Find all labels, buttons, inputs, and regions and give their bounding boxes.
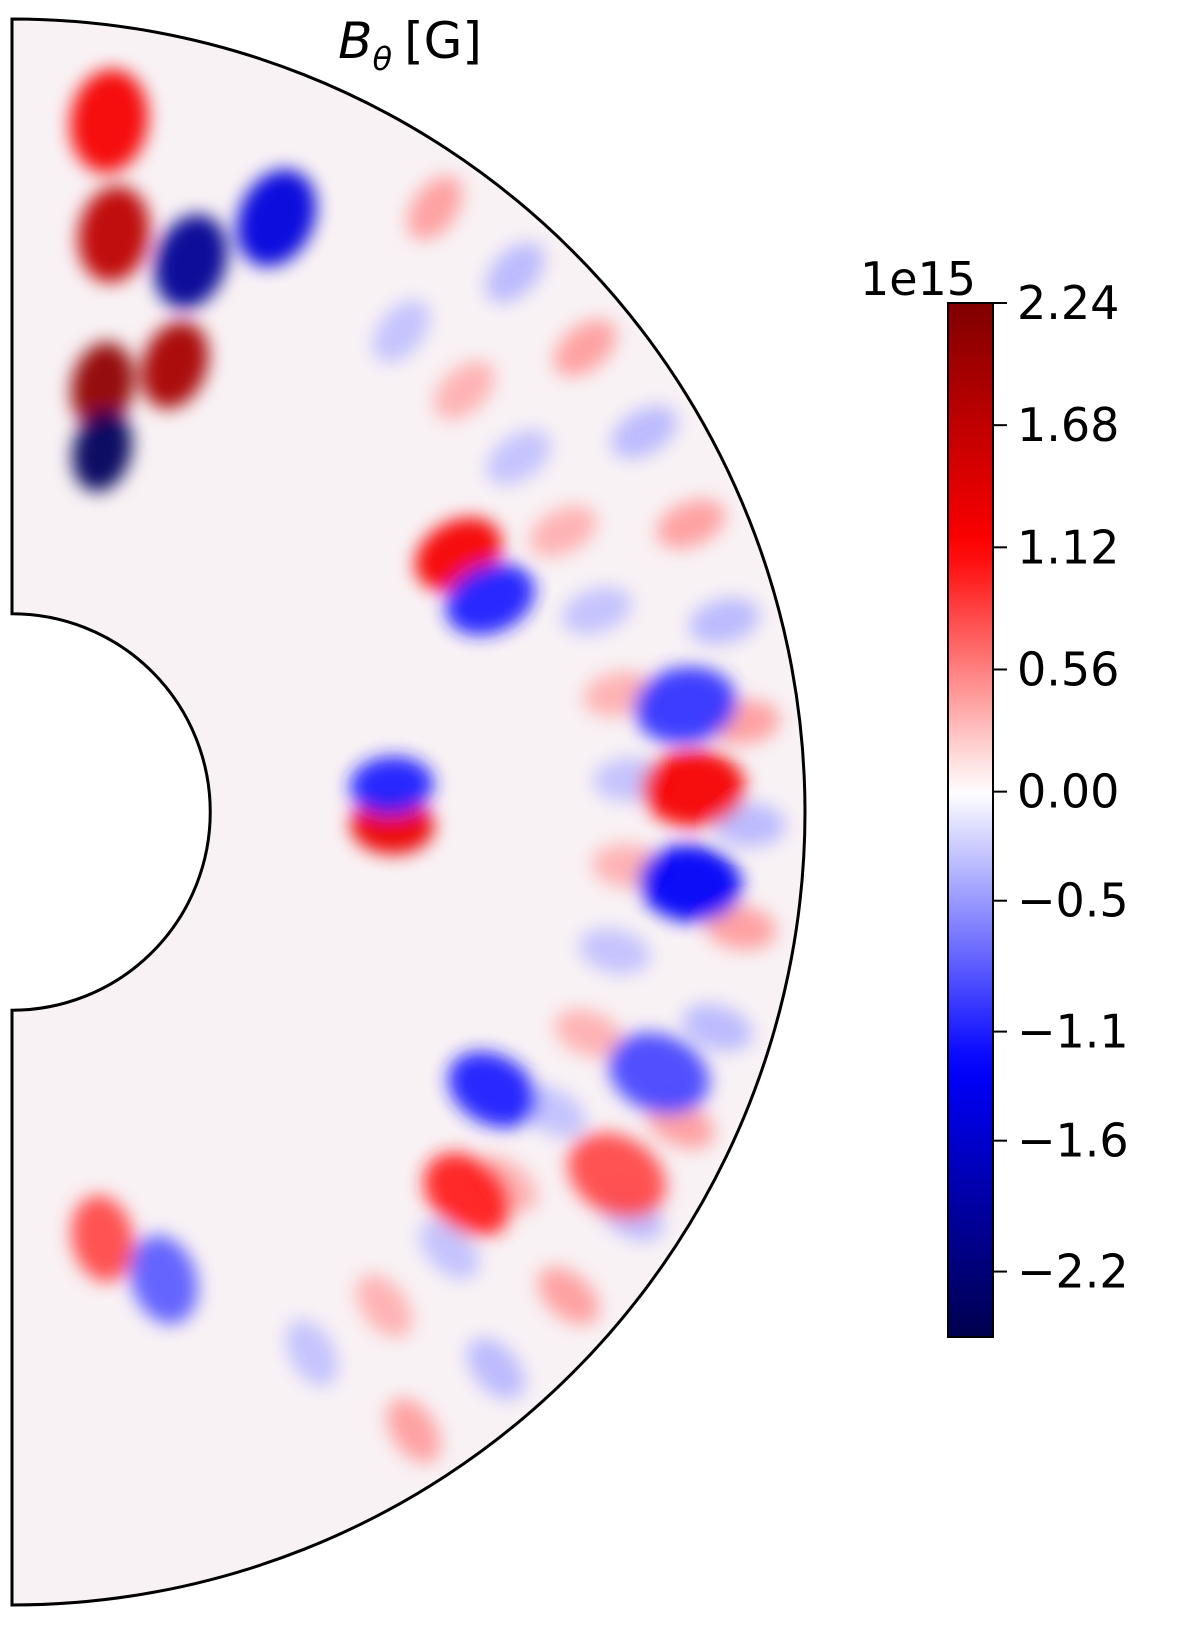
field-ripple [486, 429, 551, 485]
negative-field-blob [154, 214, 228, 309]
negative-field-blob [448, 1051, 538, 1128]
plot-area [10, 17, 807, 1607]
colorbar-tick-label: 2.24 [1017, 276, 1119, 330]
field-ripple [554, 1009, 624, 1058]
field-features [70, 69, 786, 1463]
field-ripple [529, 505, 597, 557]
colorbar-tick-label: 0.00 [1017, 765, 1119, 819]
field-ripple [356, 1274, 413, 1338]
colorbar-tick-label: −2.2 [1017, 1245, 1129, 1299]
colorbar-tick-label: 1.68 [1017, 398, 1119, 452]
colorbar: 1e15 2.24 1.68 1.12 0.56 0.00 −0.5 −1.1 −1.6 −2.… [860, 252, 1129, 1338]
field-ripple [386, 1398, 441, 1463]
positive-field-blob [140, 321, 209, 409]
field-ripple [579, 928, 651, 975]
negative-field-blob [638, 844, 742, 922]
field-ripple [466, 1337, 525, 1400]
negative-field-blob [349, 756, 434, 815]
field-ripple [713, 802, 786, 847]
positive-field-blob [642, 749, 746, 827]
colorbar-tick-label: 1.12 [1017, 520, 1119, 574]
field-ripple [285, 1319, 338, 1387]
colorbar-tick-label: −1.6 [1017, 1114, 1129, 1168]
positive-field-blob [71, 1195, 135, 1282]
field-ripple [419, 1219, 480, 1280]
positive-field-blob [70, 69, 149, 173]
colorbar-ticks: 2.24 1.68 1.12 0.56 0.00 −0.5 −1.1 −1.6 −2.2 [993, 276, 1129, 1299]
colorbar-multiplier: 1e15 [860, 252, 976, 306]
field-ripple [485, 242, 545, 303]
positive-field-blob [567, 1132, 667, 1219]
field-ripple [434, 360, 495, 420]
field-ripple [407, 175, 463, 240]
negative-field-blob [445, 563, 535, 636]
positive-field-blob [423, 1152, 512, 1236]
chart-title: Bθ [G] [338, 12, 482, 78]
field-ripple [611, 405, 678, 459]
field-ripple [656, 499, 726, 549]
field-ripple [704, 904, 777, 950]
field-ripple [553, 319, 617, 377]
field-ripple [537, 1266, 600, 1325]
positive-field-blob [71, 342, 135, 429]
colorbar-tick-label: −0.5 [1017, 874, 1129, 928]
annulus-outline [10, 17, 807, 1607]
field-ripple [372, 300, 430, 363]
field-ripple [689, 597, 760, 645]
colorbar-bar [947, 302, 994, 1338]
colorbar-tick-label: −1.1 [1017, 1005, 1129, 1059]
field-layer [70, 69, 786, 1463]
field-ripple [682, 1004, 753, 1052]
negative-field-blob [634, 666, 737, 744]
negative-field-blob [129, 1235, 198, 1325]
negative-field-blob [236, 169, 317, 267]
negative-field-blob [72, 409, 132, 492]
colorbar-tick-label: 0.56 [1017, 642, 1119, 696]
field-ripple [562, 586, 632, 635]
negative-field-blob [608, 1032, 710, 1115]
positive-field-blob [78, 185, 150, 283]
